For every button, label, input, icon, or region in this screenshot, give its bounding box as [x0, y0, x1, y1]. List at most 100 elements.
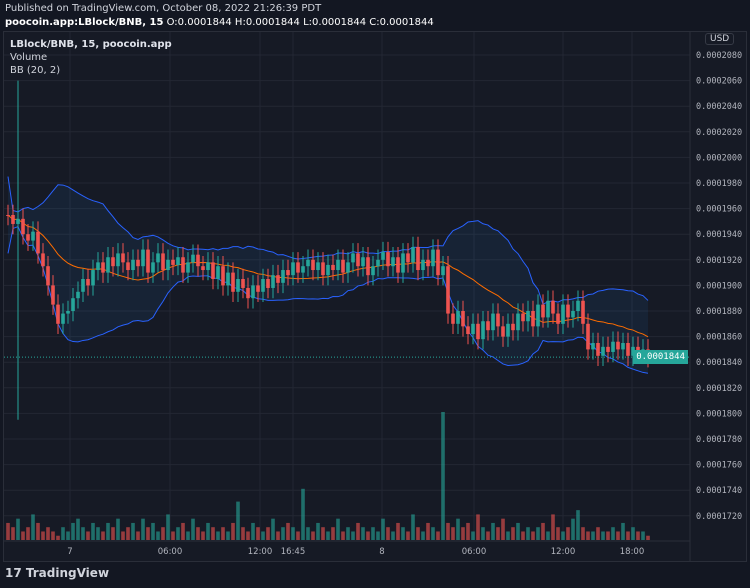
candle-body [306, 259, 310, 267]
candle-body [166, 259, 170, 271]
candle-body [91, 270, 95, 286]
candle-body [461, 311, 465, 327]
volume-bar [376, 531, 380, 540]
candle-body [356, 253, 360, 267]
price-tick: 0.0001860 [696, 333, 742, 343]
price-tick: 0.0001780 [696, 435, 742, 445]
volume-bar [86, 531, 90, 540]
candle-body [401, 253, 405, 273]
candle-body [536, 304, 540, 327]
symbol: poocoin.app:LBlock/BNB, 15 [5, 17, 164, 28]
legend-volume[interactable]: Volume [10, 52, 48, 63]
volume-bar [441, 412, 445, 540]
candle-body [516, 313, 520, 331]
volume-bar [56, 535, 60, 540]
volume-bar [456, 518, 460, 540]
currency-button[interactable]: USD [705, 33, 735, 45]
price-tick: 0.0001820 [696, 384, 742, 394]
candle-body [251, 285, 255, 299]
candle-body [136, 259, 140, 267]
legend-bb[interactable]: BB (20, 2) [10, 65, 61, 76]
candle-body [21, 218, 25, 235]
candle-body [386, 252, 390, 267]
volume-bar [561, 531, 565, 540]
legend-title[interactable]: LBlock/BNB, 15, poocoin.app [10, 39, 172, 50]
volume-bar [466, 522, 470, 540]
volume-bar [91, 522, 95, 540]
price-tick: 0.0001740 [696, 486, 742, 496]
time-tick: 16:45 [281, 547, 306, 557]
volume-bar [101, 531, 105, 540]
candle-body [486, 321, 490, 331]
volume-bar [361, 527, 365, 540]
volume-bar [251, 522, 255, 540]
volume-bar [181, 522, 185, 540]
candle-body [511, 323, 515, 331]
volume-bar [426, 522, 430, 540]
candle-body [436, 249, 440, 276]
candle-body [261, 279, 265, 292]
volume-bar [46, 527, 50, 540]
candle-body [316, 262, 320, 271]
candle-body [126, 262, 130, 271]
time-tick: 06:00 [462, 547, 487, 557]
volume-bar [341, 531, 345, 540]
volume-bar [346, 527, 350, 540]
candle-body [11, 215, 15, 224]
candle-body [146, 249, 150, 273]
volume-bar [636, 531, 640, 540]
volume-bar [486, 531, 490, 540]
candle-body [601, 346, 605, 356]
candle-body [466, 326, 470, 335]
candle-body [226, 272, 230, 286]
candle-body [416, 247, 420, 271]
candle-body [506, 323, 510, 337]
candle-body [591, 343, 595, 350]
candle-body [391, 257, 395, 267]
candle-body [271, 275, 275, 288]
volume-bar [621, 522, 625, 540]
candle-body [451, 313, 455, 324]
volume-bar [231, 522, 235, 540]
volume-bar [116, 518, 120, 540]
volume-bar [371, 527, 375, 540]
candle-body [71, 298, 75, 311]
volume-bar [461, 527, 465, 540]
volume-bar [66, 531, 70, 540]
candle-body [496, 313, 500, 327]
volume-bar [311, 531, 315, 540]
volume-bar [281, 527, 285, 540]
volume-bar [26, 527, 30, 540]
price-tick: 0.0001900 [696, 281, 742, 291]
chart-frame[interactable] [3, 31, 747, 562]
candle-body [581, 300, 585, 324]
volume-bar [536, 527, 540, 540]
volume-bar [11, 527, 15, 540]
volume-bar [626, 531, 630, 540]
volume-bar [211, 527, 215, 540]
candle-body [501, 326, 505, 337]
candle-body [541, 304, 545, 318]
candle-body [331, 264, 335, 271]
price-tick: 0.0001920 [696, 256, 742, 266]
candle-body [341, 259, 345, 273]
volume-bar [406, 531, 410, 540]
time-tick: 7 [67, 547, 72, 557]
volume-bar [326, 531, 330, 540]
symbol-ohlc: poocoin.app:LBlock/BNB, 15 O:0.0001844 H… [5, 17, 434, 28]
volume-bar [381, 518, 385, 540]
volume-bar [546, 531, 550, 540]
candle-body [596, 343, 600, 356]
candle-body [336, 259, 340, 271]
volume-bar [516, 522, 520, 540]
candle-body [86, 279, 90, 286]
volume-bar [436, 531, 440, 540]
candle-body [606, 346, 610, 352]
volume-bar [411, 514, 415, 540]
volume-bar [476, 514, 480, 540]
candle-body [26, 234, 30, 241]
candle-body [546, 300, 550, 318]
chart-legend: LBlock/BNB, 15, poocoin.app Volume BB (2… [10, 38, 172, 77]
volume-bar [491, 522, 495, 540]
